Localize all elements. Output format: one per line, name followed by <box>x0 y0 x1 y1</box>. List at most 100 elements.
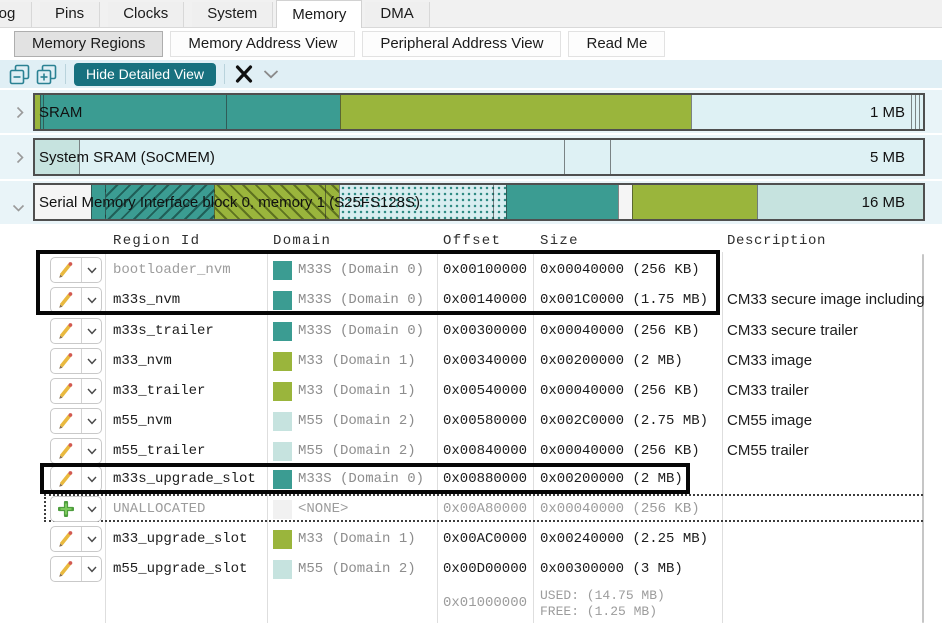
size-value: 0x00040000 (256 KB) <box>540 255 700 285</box>
main-tab-bar: og Pins Clocks System Memory DMA <box>0 0 942 28</box>
collapse-chevron-serial[interactable] <box>12 199 25 217</box>
plus-icon <box>51 497 81 521</box>
memory-toolbar: Hide Detailed View <box>0 60 942 88</box>
expand-all-button[interactable] <box>35 63 57 85</box>
bar-divider <box>564 140 565 174</box>
edit-region-button[interactable] <box>50 378 102 404</box>
tab-dma[interactable]: DMA <box>365 2 429 27</box>
chevron-down-icon <box>82 349 101 373</box>
chevron-down-icon <box>82 258 101 282</box>
bar-segment <box>340 95 692 129</box>
pencil-icon <box>51 527 81 551</box>
add-region-button[interactable] <box>50 496 102 522</box>
bar-divider <box>226 95 227 129</box>
domain-label: <NONE> <box>298 495 348 523</box>
pencil-icon <box>51 409 81 433</box>
region-id: m33_upgrade_slot <box>113 524 247 554</box>
serial-memory-bar[interactable]: Serial Memory Interface block 0, memory … <box>33 183 925 221</box>
edit-region-button[interactable] <box>50 348 102 374</box>
table-row: bootloader_nvm M33S (Domain 0) 0x0010000… <box>0 255 942 285</box>
edit-region-button[interactable] <box>50 466 102 492</box>
size-value: 0x00040000 (256 KB) <box>540 436 700 466</box>
bar-segment <box>618 185 632 219</box>
chevron-down-icon <box>82 467 101 491</box>
size-value: 0x002C0000 (2.75 MB) <box>540 406 708 436</box>
region-id: m33s_upgrade_slot <box>113 464 256 494</box>
offset-value: 0x00A80000 <box>443 495 527 523</box>
edit-region-button[interactable] <box>50 287 102 313</box>
expand-all-icon <box>36 64 57 85</box>
tab-clocks[interactable]: Clocks <box>108 2 184 27</box>
table-row: m33_upgrade_slot M33 (Domain 1) 0x00AC00… <box>0 524 942 554</box>
description: CM33 secure image including <box>727 285 925 315</box>
chevron-down-icon <box>82 439 101 463</box>
tab-read-me[interactable]: Read Me <box>568 31 665 57</box>
domain-label: M55 (Domain 2) <box>298 406 416 436</box>
description: CM33 trailer <box>727 376 809 406</box>
table-row: m55_trailer M55 (Domain 2) 0x00840000 0x… <box>0 436 942 466</box>
tab-memory-regions[interactable]: Memory Regions <box>14 31 163 57</box>
bar-divider <box>915 95 916 129</box>
edit-region-button[interactable] <box>50 556 102 582</box>
delete-region-button[interactable] <box>233 63 255 85</box>
more-actions-button[interactable] <box>260 63 282 85</box>
domain-color-swatch <box>273 322 292 341</box>
offset-value: 0x00580000 <box>443 406 527 436</box>
table-row: m33s_nvm M33S (Domain 0) 0x00140000 0x00… <box>0 285 942 315</box>
end-offset-value: 0x01000000 <box>443 584 527 623</box>
region-id: bootloader_nvm <box>113 255 231 285</box>
domain-label: M33S (Domain 0) <box>298 316 424 346</box>
socmem-memory-bar[interactable]: System SRAM (SoCMEM) 5 MB <box>33 138 925 176</box>
edit-region-button[interactable] <box>50 408 102 434</box>
tab-log[interactable]: og <box>0 2 32 27</box>
table-row: m55_upgrade_slot M55 (Domain 2) 0x00D000… <box>0 554 942 584</box>
chevron-down-icon <box>263 70 279 79</box>
chevron-down-icon <box>82 527 101 551</box>
tab-system[interactable]: System <box>192 2 273 27</box>
edit-region-button[interactable] <box>50 257 102 283</box>
chevron-down-icon <box>82 557 101 581</box>
domain-label: M33S (Domain 0) <box>298 255 424 285</box>
hide-detailed-view-button[interactable]: Hide Detailed View <box>74 63 216 86</box>
tab-peripheral-address-view[interactable]: Peripheral Address View <box>362 31 561 57</box>
offset-value: 0x00540000 <box>443 376 527 406</box>
region-id: m33s_trailer <box>113 316 214 346</box>
region-id: m55_trailer <box>113 436 205 466</box>
domain-color-swatch <box>273 412 292 431</box>
offset-value: 0x00300000 <box>443 316 527 346</box>
memory-bars-panel: SRAM 1 MB System SRAM (SoCMEM) 5 MB Seri… <box>0 88 942 228</box>
expand-chevron-socmem[interactable] <box>16 151 24 169</box>
domain-label: M33 (Domain 1) <box>298 346 416 376</box>
chevron-down-icon <box>82 497 101 521</box>
tab-memory-address-view[interactable]: Memory Address View <box>170 31 355 57</box>
region-id: m33s_nvm <box>113 285 180 315</box>
tab-memory[interactable]: Memory <box>276 0 362 28</box>
size-value: 0x00240000 (2.25 MB) <box>540 524 708 554</box>
edit-region-button[interactable] <box>50 438 102 464</box>
domain-color-swatch <box>273 560 292 579</box>
expand-chevron-sram[interactable] <box>16 106 24 124</box>
edit-region-button[interactable] <box>50 526 102 552</box>
domain-color-swatch <box>273 352 292 371</box>
size-value: 0x00040000 (256 KB) <box>540 376 700 406</box>
offset-value: 0x00D00000 <box>443 554 527 584</box>
collapse-all-button[interactable] <box>8 63 30 85</box>
table-row: m33_nvm M33 (Domain 1) 0x00340000 0x0020… <box>0 346 942 376</box>
offset-value: 0x00880000 <box>443 464 527 494</box>
regions-table: Region Id Domain Offset Size Description… <box>0 228 942 623</box>
pencil-icon <box>51 319 81 343</box>
bar-total-size: 16 MB <box>862 185 905 219</box>
edit-region-button[interactable] <box>50 318 102 344</box>
size-value: 0x001C0000 (1.75 MB) <box>540 285 708 315</box>
free-size-value: FREE: (1.25 MB) <box>540 604 657 620</box>
sram-memory-bar[interactable]: SRAM 1 MB <box>33 93 925 131</box>
domain-color-swatch <box>273 530 292 549</box>
delete-x-icon <box>234 64 254 84</box>
bar-title: SRAM <box>39 95 82 129</box>
chevron-down-icon <box>12 204 25 212</box>
size-value: 0x00040000 (256 KB) <box>540 495 700 523</box>
bar-segment <box>632 185 757 219</box>
size-value: 0x00040000 (256 KB) <box>540 316 700 346</box>
tab-pins[interactable]: Pins <box>40 2 100 27</box>
offset-value: 0x00AC0000 <box>443 524 527 554</box>
